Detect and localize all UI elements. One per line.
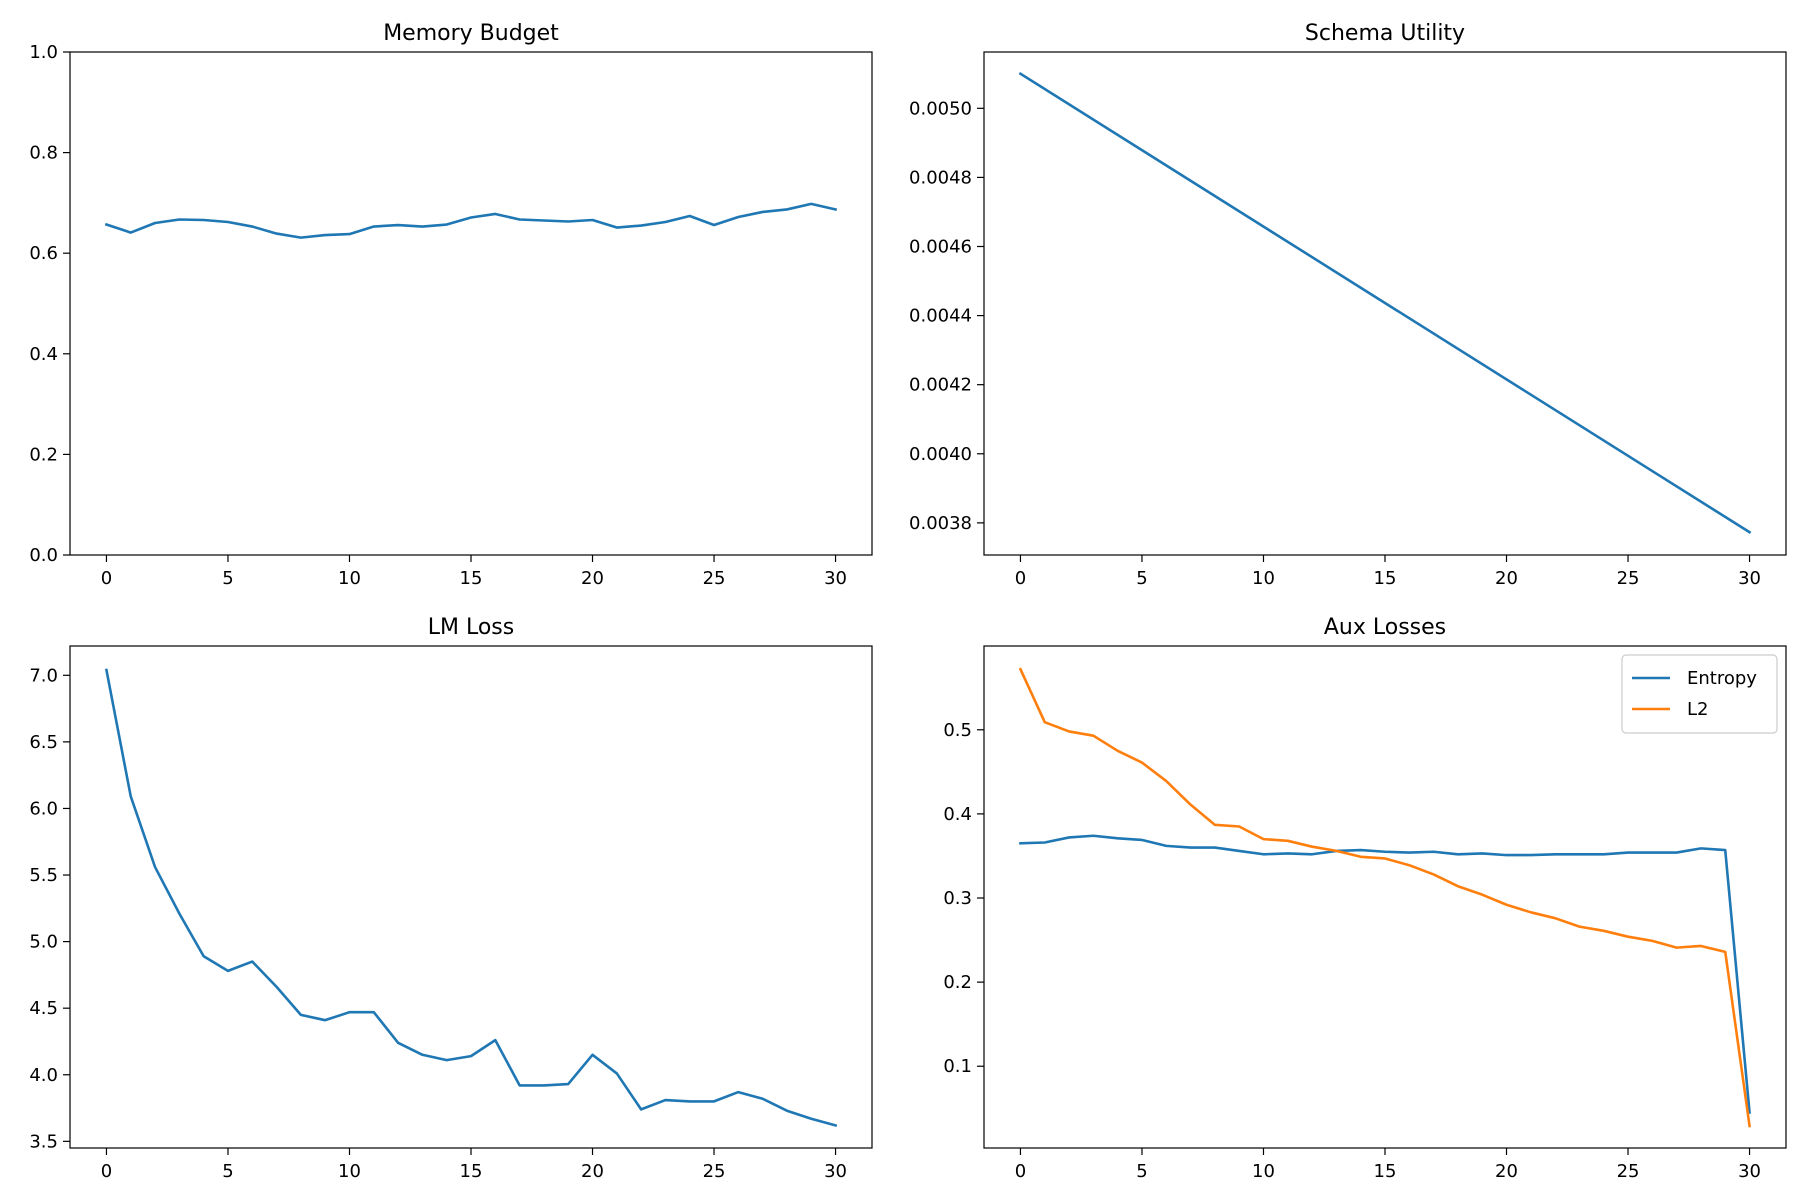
y-tick-label: 5.0 (29, 932, 58, 953)
y-tick-label: 0.1 (943, 1056, 972, 1077)
x-tick-label: 20 (581, 568, 604, 589)
legend-label-l2: L2 (1687, 699, 1708, 720)
x-tick-label: 20 (1495, 568, 1518, 589)
y-tick-label: 0.0050 (909, 98, 972, 119)
y-tick-label: 0.0040 (909, 444, 972, 465)
y-tick-label: 0.5 (943, 720, 972, 741)
axes-frame (983, 645, 1787, 1149)
y-tick-label: 0.0038 (909, 513, 972, 534)
axes-frame (69, 51, 873, 556)
x-tick-label: 30 (1738, 568, 1761, 589)
x-tick-label: 15 (460, 1161, 483, 1182)
y-tick-label: 0.8 (29, 143, 58, 164)
y-tick-label: 0.0046 (909, 236, 972, 257)
y-tick-label: 4.5 (29, 998, 58, 1019)
x-tick-label: 30 (824, 568, 847, 589)
x-tick-label: 15 (1374, 568, 1397, 589)
x-tick-label: 0 (1015, 1161, 1026, 1182)
y-tick-label: 0.0042 (909, 375, 972, 396)
series-line-1 (1018, 71, 1752, 534)
x-tick-label: 30 (1738, 1161, 1761, 1182)
series-line-1 (104, 202, 838, 239)
x-tick-label: 10 (338, 568, 361, 589)
series-line-1 (104, 668, 838, 1127)
x-tick-label: 15 (1374, 1161, 1397, 1182)
y-tick-label: 0.0048 (909, 167, 972, 188)
series-line-entropy (1019, 834, 1751, 1114)
subplot-2: Schema Utility 0 5 10 15 20 25 30 0.0038 0.0040 0.… (909, 21, 1787, 589)
x-tick-label: 10 (338, 1161, 361, 1182)
chart-title: Memory Budget (383, 21, 559, 46)
subplot-1: Memory Budget 0 5 10 15 20 25 30 0.0 0.2 0.4 0.6 0.8… (29, 21, 873, 589)
series-line-l2 (1018, 667, 1752, 1128)
y-tick-label: 0.0 (29, 545, 58, 566)
x-tick-label: 20 (581, 1161, 604, 1182)
y-tick-label: 5.5 (29, 865, 58, 886)
chart-title: Aux Losses (1324, 615, 1446, 640)
x-tick-label: 5 (222, 568, 233, 589)
x-tick-label: 25 (703, 1161, 726, 1182)
x-tick-label: 20 (1495, 1161, 1518, 1182)
y-tick-label: 0.4 (29, 344, 58, 365)
legend-label-entropy: Entropy (1687, 668, 1757, 689)
y-tick-label: 6.0 (29, 798, 58, 819)
y-tick-label: 0.3 (943, 888, 972, 909)
y-tick-label: 0.6 (29, 243, 58, 264)
chart-title: Schema Utility (1305, 21, 1465, 46)
subplot-4: Aux Losses 0 5 10 15 20 25 30 0.1 0.2 0.3 0.4 0.5 Ent… (943, 615, 1787, 1182)
legend: Entropy L2 (1621, 654, 1778, 734)
x-tick-label: 0 (1015, 568, 1026, 589)
subplot-3: LM Loss 0 5 10 15 20 25 30 3.5 4.0 4.5 5.0 5.5 6.0 6.5… (29, 615, 873, 1182)
x-tick-label: 10 (1252, 568, 1275, 589)
y-tick-label: 1.0 (29, 42, 58, 63)
x-tick-label: 25 (1617, 1161, 1640, 1182)
x-tick-label: 0 (101, 1161, 112, 1182)
axes-frame (983, 51, 1787, 556)
x-tick-label: 5 (1136, 568, 1147, 589)
x-tick-label: 15 (460, 568, 483, 589)
y-tick-label: 3.5 (29, 1131, 58, 1152)
x-tick-label: 10 (1252, 1161, 1275, 1182)
y-tick-label: 4.0 (29, 1065, 58, 1086)
y-tick-label: 6.5 (29, 732, 58, 753)
y-tick-label: 7.0 (29, 665, 58, 686)
x-tick-label: 25 (1617, 568, 1640, 589)
chart-title: LM Loss (428, 615, 515, 640)
x-tick-label: 25 (703, 568, 726, 589)
x-tick-label: 0 (101, 568, 112, 589)
y-tick-label: 0.2 (943, 972, 972, 993)
x-tick-label: 5 (222, 1161, 233, 1182)
x-tick-label: 5 (1136, 1161, 1147, 1182)
legend-box (1621, 654, 1778, 734)
y-tick-label: 0.2 (29, 444, 58, 465)
y-tick-label: 0.0044 (909, 306, 972, 327)
y-tick-label: 0.4 (943, 804, 972, 825)
x-tick-label: 30 (824, 1161, 847, 1182)
axes-frame (69, 645, 873, 1149)
